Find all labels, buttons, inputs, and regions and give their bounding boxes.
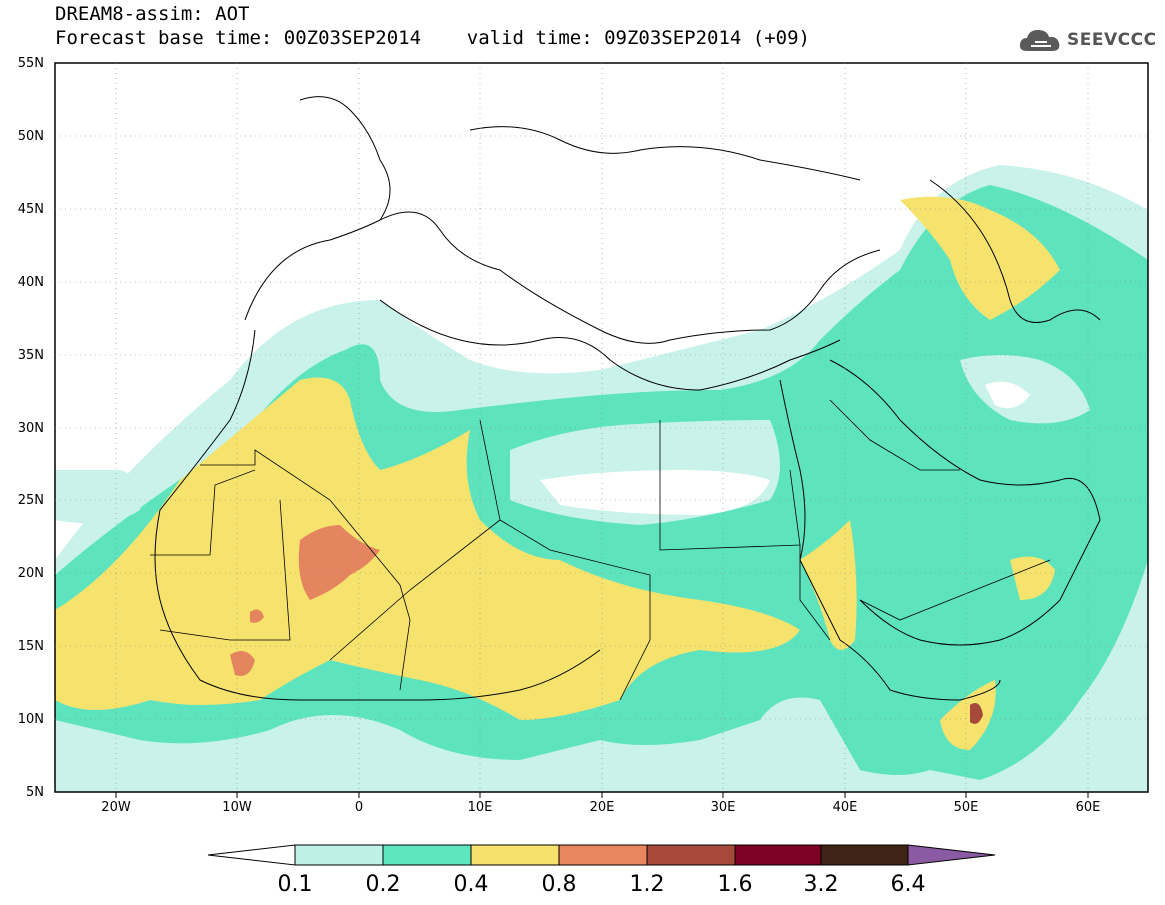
lat-label-55n: 55N — [17, 56, 44, 71]
aot-contour-clear-3 — [960, 355, 1090, 424]
coastlines — [154, 96, 1101, 701]
lon-label-10w: 10W — [222, 800, 252, 815]
colorbar-label-0.4: 0.4 — [453, 872, 489, 897]
cloud-icon — [1019, 30, 1060, 51]
colorbar-cell-7 — [820, 844, 909, 866]
lat-label-10n: 10N — [17, 712, 44, 727]
aot-contour-1.2 — [970, 702, 983, 724]
colorbar-label-6.4: 6.4 — [890, 872, 926, 897]
logo: SEEVCCC — [1017, 24, 1157, 56]
lat-label-45n: 45N — [17, 202, 44, 217]
aot-contour-0.4-east-4 — [940, 680, 996, 750]
lon-label-20w: 20W — [101, 800, 131, 815]
aot-contour-0.4-east-3 — [1010, 556, 1055, 600]
lon-label-20e: 20E — [589, 800, 615, 815]
aot-contour-0.4-east-2 — [900, 196, 1060, 320]
lon-label-30e: 30E — [710, 800, 736, 815]
aot-contour-0.8-2 — [230, 651, 255, 676]
lon-label-60e: 60E — [1075, 800, 1101, 815]
graticule — [55, 63, 1148, 792]
lon-label-40e: 40E — [832, 800, 858, 815]
aot-field — [55, 63, 1148, 792]
chart-subtitle: Forecast base time: 00Z03SEP2014 valid t… — [55, 27, 810, 49]
lat-label-40n: 40N — [17, 275, 44, 290]
lon-label-50e: 50E — [953, 800, 979, 815]
colorbar-cell-2 — [382, 844, 472, 866]
aot-contour-clear-4 — [985, 381, 1030, 409]
colorbar-label-1.6: 1.6 — [717, 872, 753, 897]
lon-label-0: 0 — [354, 800, 364, 815]
lat-label-25n: 25N — [17, 493, 44, 508]
aot-contour-0.8-3 — [250, 609, 264, 623]
colorbar-cell-6 — [734, 844, 822, 866]
lat-label-5n: 5N — [26, 785, 44, 800]
colorbar-cell-0 — [207, 844, 296, 866]
tick-marks — [115, 792, 1089, 798]
colorbar-label-0.1: 0.1 — [277, 872, 313, 897]
colorbar-label-3.2: 3.2 — [803, 872, 839, 897]
colorbar-cell-3 — [470, 844, 560, 866]
aot-contour-clear-5 — [55, 470, 143, 524]
colorbar — [207, 844, 996, 866]
colorbar-label-0.2: 0.2 — [365, 872, 401, 897]
colorbar-label-0.8: 0.8 — [541, 872, 577, 897]
lat-label-50n: 50N — [17, 129, 44, 144]
colorbar-cell-5 — [646, 844, 736, 866]
lon-label-10e: 10E — [467, 800, 493, 815]
aot-contour-0.8-1 — [298, 525, 380, 600]
colorbar-cell-8 — [907, 844, 996, 866]
chart-title: DREAM8-assim: AOT — [55, 3, 250, 25]
colorbar-label-1.2: 1.2 — [629, 872, 665, 897]
aot-contour-clear-2 — [540, 470, 770, 515]
aot-contour-0.4-east-1 — [800, 520, 857, 650]
lat-label-35n: 35N — [17, 348, 44, 363]
lat-label-30n: 30N — [17, 421, 44, 436]
aot-contour-0.4 — [55, 377, 800, 720]
colorbar-cell-4 — [558, 844, 648, 866]
lat-label-15n: 15N — [17, 639, 44, 654]
lat-label-20n: 20N — [17, 566, 44, 581]
logo-text: SEEVCCC — [1067, 30, 1157, 50]
colorbar-cell-1 — [294, 844, 384, 866]
